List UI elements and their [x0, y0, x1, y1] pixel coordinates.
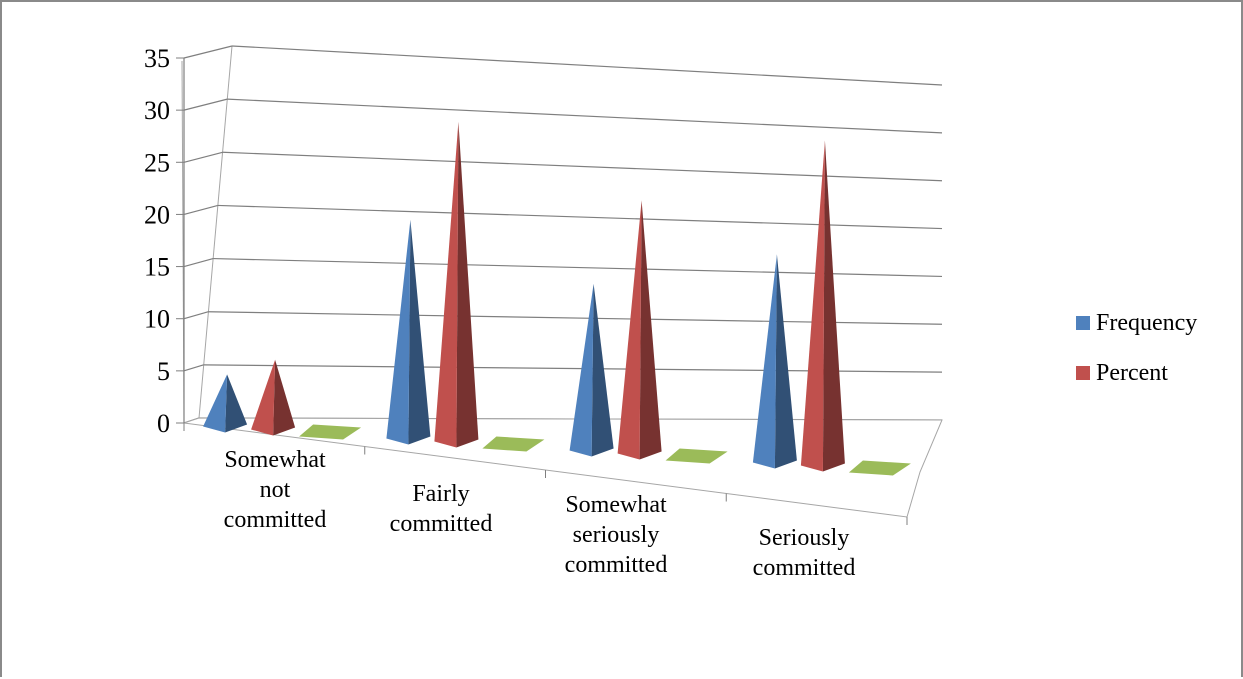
side-gridline: [183, 98, 228, 111]
side-gridline: [183, 151, 223, 163]
category-label-2: committed: [565, 552, 668, 578]
bar-side-1-3: [822, 140, 845, 472]
side-gridline: [183, 204, 219, 216]
category-label-3: committed: [753, 555, 856, 581]
bar-1-2: [617, 200, 642, 460]
chart-floor: [183, 417, 943, 518]
bar-flat-0: [299, 424, 362, 440]
bar-side-1-2: [639, 200, 662, 460]
category-label-2: Somewhat: [565, 492, 667, 518]
y-tick-label: 15: [144, 253, 170, 282]
bar-1-0: [251, 359, 276, 436]
gridline: [227, 98, 943, 134]
legend-label-0: Frequency: [1096, 310, 1197, 336]
category-label-0: not: [260, 477, 291, 503]
y-tick-label: 10: [144, 305, 170, 334]
bar-side-1-1: [456, 121, 479, 448]
y-tick-label: 30: [144, 96, 170, 125]
category-label-0: Somewhat: [224, 447, 326, 473]
bar-0-3: [752, 254, 777, 469]
x-axis-ticks: [183, 423, 908, 525]
side-gridline: [183, 311, 209, 320]
bar-0-2: [569, 283, 594, 457]
bar-side-1-0: [273, 359, 296, 436]
category-label-0: committed: [224, 507, 327, 533]
bar-side-0-2: [591, 283, 614, 457]
category-labels: Somewhat not committed Fairly committed Somew…: [224, 447, 856, 581]
y-axis-ticks: 0 5 10 15 20 25 30 35: [144, 44, 185, 438]
floor-plane: [183, 417, 943, 518]
bar-1-1: [434, 121, 459, 448]
bar-side-0-0: [225, 374, 248, 433]
category-label-1: committed: [390, 511, 493, 537]
legend-swatch-0: [1076, 316, 1090, 330]
y-tick-label: 20: [144, 200, 170, 229]
gridline: [231, 45, 943, 86]
legend-label-1: Percent: [1096, 360, 1168, 386]
y-tick-label: 0: [157, 409, 170, 438]
bar-1-3: [800, 140, 825, 472]
category-label-1: Fairly: [412, 481, 469, 507]
gridline: [222, 151, 943, 182]
back-wall: [199, 46, 942, 420]
bar-side-0-3: [774, 254, 797, 469]
bar-side-0-1: [408, 219, 431, 445]
legend-swatch-1: [1076, 366, 1090, 380]
bar-flat-2: [665, 448, 728, 464]
legend: Frequency Percent: [1076, 310, 1197, 386]
y-tick-label: 35: [144, 44, 170, 73]
chart-bars: [203, 121, 911, 476]
side-gridline: [183, 364, 204, 372]
back-wall-left-edge: [198, 45, 233, 419]
y-tick-label: 5: [157, 357, 170, 386]
side-gridline: [183, 257, 214, 268]
bar-0-1: [386, 219, 411, 445]
category-label-3: Seriously: [759, 525, 850, 551]
bar-0-0: [203, 374, 228, 433]
side-gridline: [183, 45, 233, 59]
category-label-2: seriously: [573, 522, 660, 548]
bar-flat-1: [482, 436, 545, 452]
bar-flat-3: [848, 460, 911, 476]
y-tick-label: 25: [144, 148, 170, 177]
